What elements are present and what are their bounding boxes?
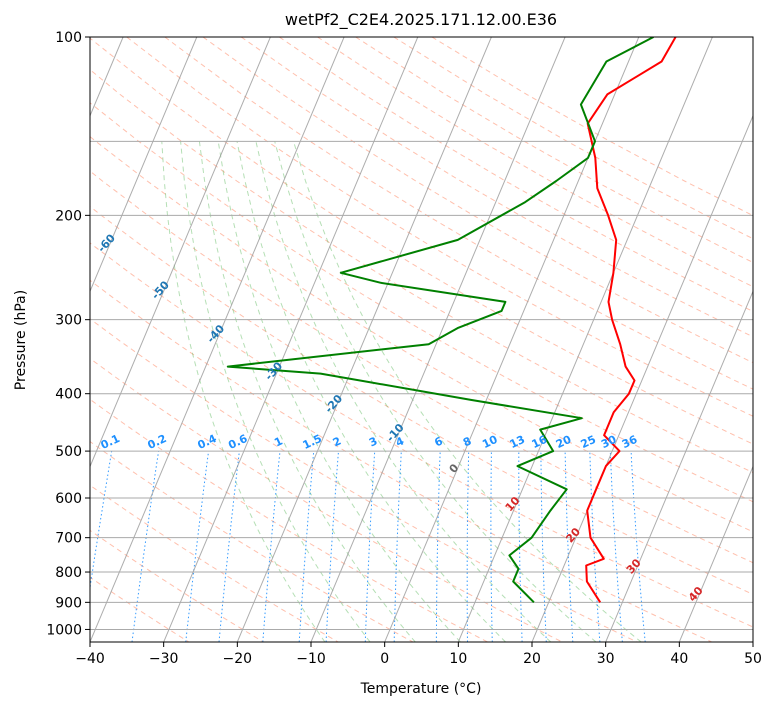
dry-adiabat — [90, 318, 638, 642]
dry-adiabat — [90, 170, 753, 564]
mixing-ratio-line — [298, 451, 315, 642]
y-tick-label: 900 — [55, 595, 82, 611]
isotherm-line — [90, 37, 198, 293]
x-tick-label: −40 — [75, 651, 105, 667]
mixing-ratio-line — [90, 451, 113, 591]
isotherm-line — [457, 37, 713, 642]
mixing-ratio-label: 30 — [599, 433, 619, 451]
isotherm-line — [163, 37, 419, 642]
mixing-ratio-label: 10 — [480, 433, 500, 451]
y-axis-title: Pressure (hPa) — [13, 290, 29, 390]
isotherm-line — [236, 37, 492, 642]
x-tick-label: −10 — [296, 651, 326, 667]
x-tick-label: 0 — [380, 651, 389, 667]
y-tick-label: 600 — [55, 491, 82, 507]
profile-lines — [226, 37, 677, 604]
mixing-ratio-label: 13 — [508, 433, 527, 451]
y-tick-label: 200 — [55, 208, 82, 224]
x-axis-ticks: −40 −30 −20 −10 0 10 20 30 40 50 — [75, 642, 762, 667]
y-tick-label: 700 — [55, 531, 82, 547]
y-tick-label: 300 — [55, 313, 82, 329]
dry-adiabat — [90, 529, 264, 642]
dry-adiabat — [90, 279, 712, 642]
mixing-ratio-label: 20 — [554, 433, 574, 451]
dewpoint-line — [226, 37, 654, 604]
x-tick-label: 30 — [597, 651, 615, 667]
mixing-ratio-line — [630, 451, 646, 642]
y-tick-label: 100 — [55, 30, 82, 46]
x-tick-label: −30 — [149, 651, 179, 667]
background-lines — [90, 37, 753, 642]
chart-title: wetPf2_C2E4.2025.171.12.00.E36 — [285, 10, 557, 30]
x-tick-label: −20 — [223, 651, 253, 667]
isotherm-line — [90, 37, 345, 642]
dry-adiabat — [90, 484, 339, 642]
mixing-ratio-line — [218, 451, 240, 642]
y-tick-label: 1000 — [46, 622, 82, 638]
x-tick-label: 10 — [449, 651, 467, 667]
isotherm-line — [605, 289, 753, 642]
dry-adiabat — [90, 205, 753, 595]
isotherm-line — [90, 37, 271, 468]
dry-adiabat — [279, 37, 753, 312]
dry-adiabat — [90, 398, 488, 642]
plot-frame — [89, 36, 754, 643]
mixing-ratio-line — [262, 451, 281, 642]
x-tick-label: 20 — [523, 651, 541, 667]
y-tick-label: 800 — [55, 565, 82, 581]
isotherm-line — [678, 465, 753, 642]
mixing-ratio-label: 25 — [579, 433, 598, 451]
dry-adiabat — [240, 37, 753, 338]
dry-adiabat — [90, 135, 753, 533]
dry-adiabat — [90, 242, 753, 628]
temperature-line — [585, 37, 677, 603]
x-tick-label: 50 — [744, 651, 762, 667]
mixing-ratio-line — [185, 451, 210, 642]
x-tick-label: 40 — [670, 651, 688, 667]
y-axis-ticks: 100 200 300 400 500 600 700 800 900 1000 — [46, 30, 90, 638]
dry-adiabat — [90, 102, 753, 503]
y-tick-label: 400 — [55, 387, 82, 403]
mixing-ratio-label: 16 — [530, 433, 550, 451]
x-axis-title: Temperature (°C) — [360, 681, 482, 697]
dry-adiabat — [317, 37, 753, 288]
dry-adiabat — [90, 357, 563, 642]
isotherm-line — [384, 37, 640, 642]
y-tick-label: 500 — [55, 444, 82, 460]
isotherm-line — [531, 114, 753, 642]
mixing-ratio-label: 36 — [620, 433, 640, 451]
